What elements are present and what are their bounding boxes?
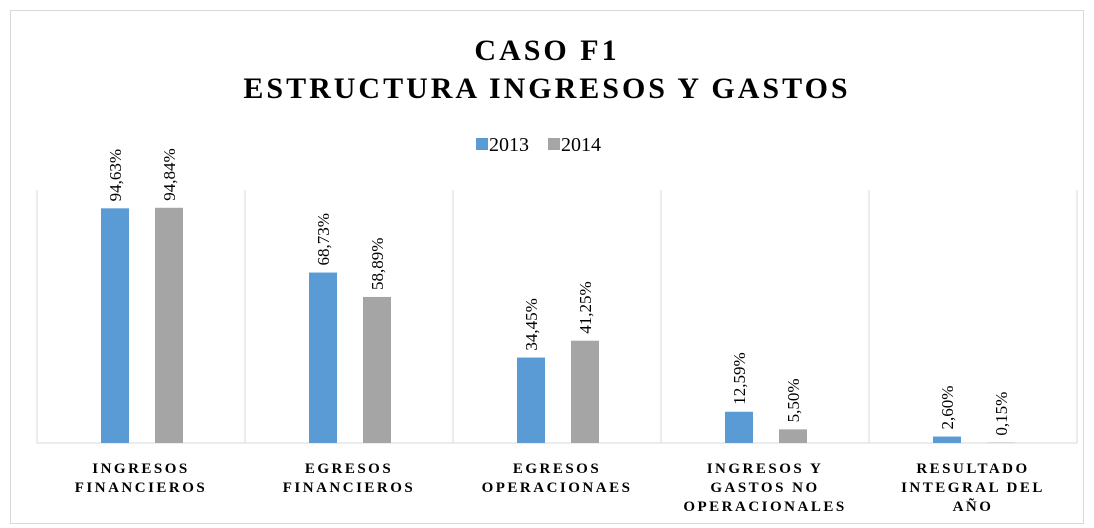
bar xyxy=(571,340,599,443)
bar xyxy=(779,429,807,443)
legend-label: 2013 xyxy=(489,134,529,156)
x-tick-label: EGRESOS OPERACIONAES xyxy=(482,461,633,496)
x-tick-label: INGRESOS Y GASTOS NO OPERACIONALES xyxy=(683,461,846,515)
bar xyxy=(517,357,545,443)
legend-label: 2014 xyxy=(561,134,601,156)
legend-swatch xyxy=(476,138,488,150)
bar xyxy=(933,436,961,443)
value-label: 58,89% xyxy=(368,238,387,290)
legend-swatch xyxy=(548,138,560,150)
bar xyxy=(309,272,337,443)
x-tick-label: EGRESOS FINANCIEROS xyxy=(283,461,416,496)
value-label: 94,84% xyxy=(160,148,179,200)
value-label: 68,73% xyxy=(314,213,333,265)
value-label: 5,50% xyxy=(784,378,803,422)
chart-border xyxy=(10,10,1084,524)
value-label: 0,15% xyxy=(992,392,1011,436)
bar xyxy=(363,296,391,443)
bar xyxy=(101,208,129,443)
chart-title: CASO F1 xyxy=(474,34,619,67)
value-label: 94,63% xyxy=(106,149,125,201)
value-label: 12,59% xyxy=(730,352,749,404)
x-tick-label: RESULTADO INTEGRAL DEL AÑO xyxy=(901,461,1045,515)
value-label: 34,45% xyxy=(522,298,541,350)
bar xyxy=(725,411,753,443)
value-label: 2,60% xyxy=(938,386,957,430)
value-label: 41,25% xyxy=(576,281,595,333)
x-tick-label: INGRESOS FINANCIEROS xyxy=(75,461,208,496)
chart-subtitle: ESTRUCTURA INGRESOS Y GASTOS xyxy=(243,72,850,105)
bar xyxy=(155,207,183,443)
